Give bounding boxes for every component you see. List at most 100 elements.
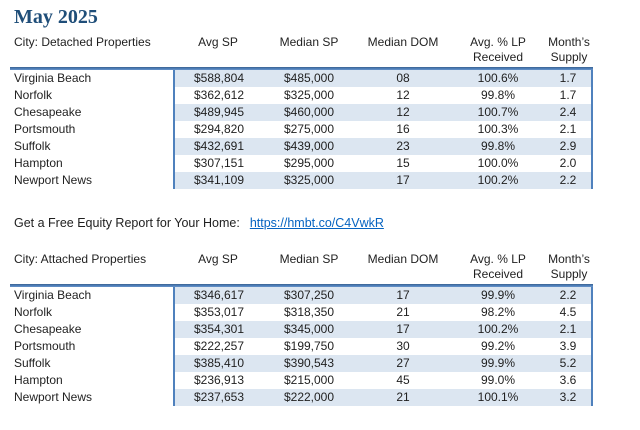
value-cell: 45: [396, 373, 410, 387]
value-cell: 99.9%: [451, 355, 545, 372]
value-cell: 17: [355, 172, 451, 189]
table-row: Norfolk $353,017 $318,350 21 98.2% 4.5: [10, 304, 593, 321]
value-cell: $237,653: [173, 389, 263, 406]
value-cell: 5.2: [545, 355, 593, 372]
value-cell: 99.8%: [451, 138, 545, 155]
value-cell: $341,109: [173, 172, 263, 189]
value-cell: 2.2: [545, 287, 593, 304]
table-row: Virginia Beach $346,617 $307,250 17 99.9% 2.2: [10, 287, 593, 304]
value-cell: 99.0%: [480, 373, 516, 387]
city-cell: Suffolk: [14, 139, 51, 153]
table-body: Virginia Beach $588,804 $485,000 08 100.6% 1.…: [10, 70, 593, 189]
column-header: Median DOM: [367, 35, 439, 49]
attached-properties-table: City: Attached Properties Avg SP Median SP…: [10, 251, 593, 406]
city-cell: Virginia Beach: [14, 71, 92, 85]
table-row: Suffolk $432,691 $439,000 23 99.8% 2.9: [10, 138, 593, 155]
table-row: Newport News $237,653 $222,000 21 100.1% 3.2: [10, 389, 593, 406]
column-header: Month’s Supply: [548, 252, 590, 281]
value-cell: 16: [396, 122, 410, 136]
column-header: Median SP: [279, 252, 339, 266]
value-cell: $307,250: [263, 287, 355, 304]
table-row: Newport News $341,109 $325,000 17 100.2% 2.2: [10, 172, 593, 189]
value-cell: 2.1: [545, 321, 593, 338]
equity-report-link[interactable]: https://hmbt.co/C4VwkR: [249, 216, 384, 230]
value-cell: 2.0: [545, 155, 593, 172]
value-cell: $390,543: [263, 355, 355, 372]
value-cell: $353,017: [173, 304, 263, 321]
table-row: Portsmouth $294,820 $275,000 16 100.3% 2.1: [10, 121, 593, 138]
value-cell: 12: [396, 88, 410, 102]
value-cell: $485,000: [263, 70, 355, 87]
column-header: Avg. % LP Received: [470, 35, 526, 64]
value-cell: 30: [396, 339, 410, 353]
detached-properties-table: City: Detached Properties Avg SP Median SP…: [10, 34, 593, 189]
value-cell: $294,820: [173, 121, 263, 138]
page: May 2025 City: Detached Properties Avg SP…: [0, 7, 640, 430]
table-header-row: City: Detached Properties Avg SP Median SP…: [10, 34, 593, 65]
value-cell: 15: [396, 156, 410, 170]
city-cell: Newport News: [14, 390, 93, 404]
column-header: Month’s Supply: [548, 35, 590, 64]
table-header-row: City: Attached Properties Avg SP Median SP…: [10, 251, 593, 282]
value-cell: $362,612: [173, 87, 263, 104]
value-cell: $222,000: [263, 389, 355, 406]
value-cell: 2.9: [545, 138, 593, 155]
value-cell: $199,750: [283, 339, 335, 353]
value-cell: 21: [355, 389, 451, 406]
city-cell: Hampton: [14, 156, 63, 170]
value-cell: $489,945: [173, 104, 263, 121]
value-cell: 1.7: [545, 87, 593, 104]
table-row: Norfolk $362,612 $325,000 12 99.8% 1.7: [10, 87, 593, 104]
column-header: Median DOM: [367, 252, 439, 266]
column-header: Median SP: [279, 35, 339, 49]
value-cell: 2.2: [545, 172, 593, 189]
value-cell: $318,350: [283, 305, 335, 319]
table-row: Suffolk $385,410 $390,543 27 99.9% 5.2: [10, 355, 593, 372]
value-cell: 100.1%: [451, 389, 545, 406]
header-divider: [10, 67, 593, 70]
value-cell: 100.0%: [477, 156, 519, 170]
page-title: May 2025: [14, 6, 98, 28]
value-cell: $432,691: [173, 138, 263, 155]
table-body: Virginia Beach $346,617 $307,250 17 99.9% 2.2…: [10, 287, 593, 406]
city-cell: Chesapeake: [14, 105, 82, 119]
value-cell: $275,000: [283, 122, 335, 136]
value-cell: 1.7: [545, 70, 593, 87]
column-header: Avg SP: [198, 35, 238, 49]
value-cell: $222,257: [173, 338, 263, 355]
header-divider: [10, 284, 593, 287]
value-cell: $439,000: [263, 138, 355, 155]
table-row: Chesapeake $489,945 $460,000 12 100.7% 2.4: [10, 104, 593, 121]
value-cell: $460,000: [263, 104, 355, 121]
column-header: City: Detached Properties: [14, 35, 151, 49]
value-cell: 12: [355, 104, 451, 121]
column-header: City: Attached Properties: [14, 252, 147, 266]
value-cell: 17: [355, 287, 451, 304]
city-cell: Chesapeake: [14, 322, 82, 336]
value-cell: 100.2%: [451, 321, 545, 338]
value-cell: 3.2: [545, 389, 593, 406]
value-cell: $345,000: [263, 321, 355, 338]
city-cell: Virginia Beach: [14, 288, 92, 302]
value-cell: 3.6: [545, 372, 593, 389]
value-cell: $307,151: [173, 155, 263, 172]
table-row: Hampton $236,913 $215,000 45 99.0% 3.6: [10, 372, 593, 389]
value-cell: 23: [355, 138, 451, 155]
value-cell: 08: [355, 70, 451, 87]
value-cell: $295,000: [283, 156, 335, 170]
table-row: Hampton $307,151 $295,000 15 100.0% 2.0: [10, 155, 593, 172]
value-cell: $236,913: [173, 372, 263, 389]
value-cell: 27: [355, 355, 451, 372]
value-cell: 100.3%: [477, 122, 519, 136]
table-row: Portsmouth $222,257 $199,750 30 99.2% 3.9: [10, 338, 593, 355]
table-row: Virginia Beach $588,804 $485,000 08 100.6% 1.…: [10, 70, 593, 87]
value-cell: 21: [396, 305, 410, 319]
value-cell: 2.4: [545, 104, 593, 121]
city-cell: Portsmouth: [14, 122, 76, 136]
value-cell: 100.2%: [451, 172, 545, 189]
value-cell: 98.2%: [480, 305, 516, 319]
table-row: Chesapeake $354,301 $345,000 17 100.2% 2.1: [10, 321, 593, 338]
value-cell: 100.6%: [451, 70, 545, 87]
city-cell: Norfolk: [14, 305, 53, 319]
value-cell: $385,410: [173, 355, 263, 372]
